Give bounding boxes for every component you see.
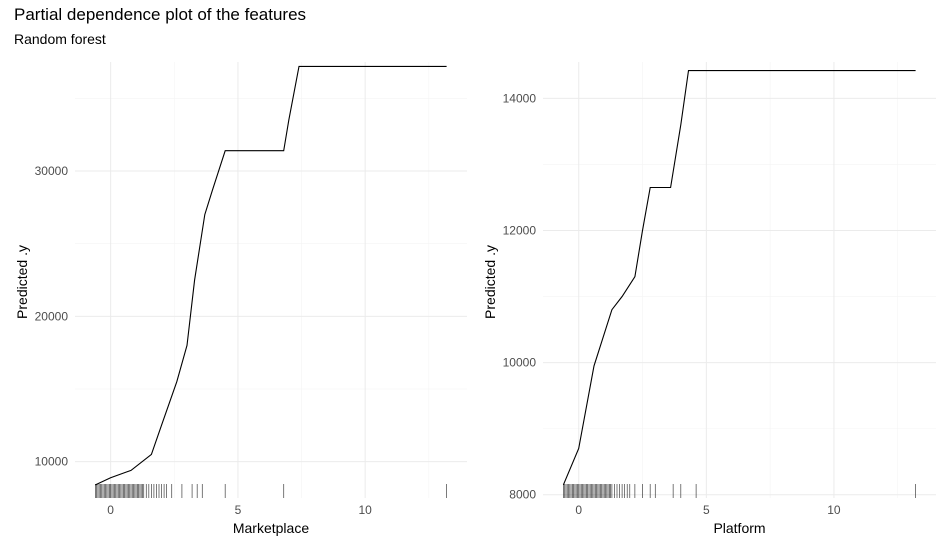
y-tick-label: 14000 [503, 91, 537, 105]
y-tick-label: 30000 [35, 164, 69, 178]
figure-title: Partial dependence plot of the features [14, 5, 307, 24]
x-axis-title: Platform [713, 520, 765, 536]
x-tick-label: 0 [107, 503, 114, 517]
y-tick-label: 10000 [35, 455, 69, 469]
x-tick-label: 0 [575, 503, 582, 517]
y-tick-label: 12000 [503, 223, 537, 237]
y-tick-label: 8000 [509, 488, 536, 502]
x-tick-label: 10 [359, 503, 373, 517]
panel-platform: 0 5 10 8000 10000 12000 14000 Platform Predicted… [482, 62, 936, 536]
x-tick-label: 5 [235, 503, 242, 517]
series-line-platform [562, 70, 916, 486]
y-tick-label: 20000 [35, 309, 69, 323]
figure-subtitle: Random forest [14, 31, 106, 47]
y-tick-label: 10000 [503, 356, 537, 370]
y-axis-title: Predicted .y [482, 245, 498, 319]
panel-marketplace: 0 5 10 10000 20000 30000 Marketplace Predicted … [14, 62, 467, 536]
series-line-marketplace [95, 65, 447, 486]
y-axis-title: Predicted .y [14, 245, 30, 319]
x-axis-title: Marketplace [233, 520, 309, 536]
x-tick-label: 10 [827, 503, 841, 517]
x-tick-label: 5 [703, 503, 710, 517]
